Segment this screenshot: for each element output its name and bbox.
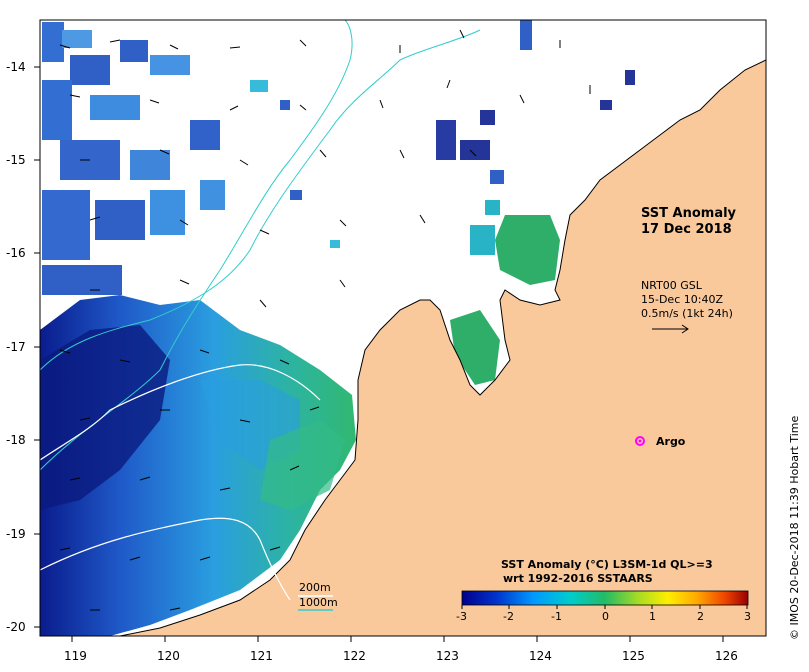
- colorbar-tick-label: -3: [456, 610, 467, 623]
- currents-scale: 0.5m/s (1kt 24h): [641, 307, 733, 320]
- currents-source: NRT00 GSL: [641, 279, 703, 292]
- current-vectors: [59, 29, 591, 611]
- lat-tick-label: -18: [6, 433, 26, 447]
- lon-tick-label: 126: [715, 649, 738, 663]
- colorbar-tick-label: 1: [649, 610, 656, 623]
- lon-tick-label: 121: [250, 649, 273, 663]
- colorbar-title: SST Anomaly (°C) L3SM-1d QL>=3: [501, 558, 713, 571]
- argo-float-marker[interactable]: [635, 436, 645, 446]
- argo-label: Argo: [656, 435, 686, 448]
- lon-tick-label: 122: [343, 649, 366, 663]
- lon-tick-label: 120: [157, 649, 180, 663]
- colorbar-tick-label: 3: [744, 610, 751, 623]
- lon-tick-label: 123: [436, 649, 459, 663]
- bathy-1000m-label: 1000m: [299, 596, 338, 609]
- lat-tick-label: -14: [6, 60, 26, 74]
- map-date: 17 Dec 2018: [641, 222, 732, 237]
- lon-axis: [71, 636, 724, 642]
- colorbar-tick-label: -2: [503, 610, 514, 623]
- lon-tick-label: 124: [529, 649, 552, 663]
- lon-tick-label: 119: [64, 649, 87, 663]
- land-kimberley-pilbara: [119, 59, 766, 636]
- colorbar-tick-label: -1: [551, 610, 562, 623]
- bathy-200m-label: 200m: [299, 581, 331, 594]
- currents-time: 15-Dec 10:40Z: [641, 293, 723, 306]
- lat-tick-label: -19: [6, 527, 26, 541]
- colorbar-tick-label: 0: [602, 610, 609, 623]
- velocity-scale-arrow: [652, 324, 689, 334]
- colorbar-subtitle: wrt 1992-2016 SSTAARS: [503, 572, 653, 585]
- map-area: [40, 20, 766, 636]
- imos-credit: © IMOS 20-Dec-2018 11:39 Hobart Time: [788, 416, 801, 640]
- lon-tick-label: 125: [622, 649, 645, 663]
- colorbar-ticks: [461, 605, 748, 609]
- map-frame: [39, 19, 767, 637]
- colorbar-tick-label: 2: [697, 610, 704, 623]
- lat-tick-label: -20: [6, 620, 26, 634]
- lat-axis: [34, 66, 40, 628]
- lat-tick-label: -15: [6, 153, 26, 167]
- sst-patches-north: [42, 20, 635, 295]
- lat-tick-label: -17: [6, 340, 26, 354]
- lat-tick-label: -16: [6, 246, 26, 260]
- bathymetry-contours: [40, 20, 481, 601]
- map-title: SST Anomaly: [641, 206, 737, 221]
- bathymetry-legend: [298, 595, 333, 611]
- colorbar: [461, 590, 749, 606]
